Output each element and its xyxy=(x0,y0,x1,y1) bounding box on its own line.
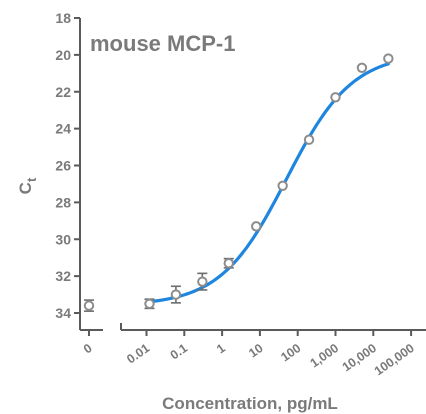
y-tick-label: 26 xyxy=(55,158,71,174)
data-marker xyxy=(170,289,182,300)
x-tick-label: 0.01 xyxy=(124,341,152,366)
x-tick-label: 1 xyxy=(214,341,228,356)
fit-curve-group xyxy=(147,62,390,304)
y-tick-label: 32 xyxy=(55,268,71,284)
x-tick-label: 0 xyxy=(81,341,95,356)
data-marker xyxy=(251,221,262,232)
data-point xyxy=(83,299,95,312)
data-marker xyxy=(83,300,95,311)
x-tick-label: 100 xyxy=(278,341,303,364)
y-axis-title: Ct xyxy=(16,177,39,194)
data-marker xyxy=(277,180,288,191)
y-tick-label: 30 xyxy=(55,231,71,247)
x-tick-label: 0.1 xyxy=(168,341,190,362)
data-point xyxy=(383,53,394,64)
data-marker xyxy=(223,258,234,269)
data-point xyxy=(144,298,155,310)
chart-title: mouse MCP-1 xyxy=(90,31,235,56)
data-point xyxy=(303,134,315,145)
data-point xyxy=(197,272,208,291)
fit-curve xyxy=(147,62,390,304)
data-point xyxy=(170,285,182,304)
x-tick-label: 1,000 xyxy=(308,341,342,370)
data-marker xyxy=(144,298,155,309)
data-point xyxy=(330,92,341,103)
data-marker xyxy=(330,92,341,103)
y-tick-label: 28 xyxy=(55,194,71,210)
data-marker xyxy=(197,276,208,287)
data-point xyxy=(277,180,288,191)
data-point xyxy=(251,221,262,232)
data-marker xyxy=(356,62,368,73)
data-point xyxy=(223,257,234,269)
data-marker xyxy=(383,53,394,64)
y-tick-label: 22 xyxy=(55,84,71,100)
y-tick-label: 18 xyxy=(55,10,71,26)
data-point xyxy=(356,62,368,73)
y-tick-label: 34 xyxy=(55,305,71,321)
y-axis-title-subscript: t xyxy=(24,177,39,182)
y-tick-label: 24 xyxy=(55,121,71,137)
x-axis-title: Concentration, pg/mL xyxy=(162,394,338,413)
y-axis-title-main: C xyxy=(16,182,35,194)
y-tick-label: 20 xyxy=(55,47,71,63)
x-tick-label: 100,000 xyxy=(372,341,417,378)
data-marker xyxy=(303,134,315,145)
data-points xyxy=(83,53,394,312)
x-tick-label: 10 xyxy=(246,341,265,360)
labels: mouse MCP-1 Concentration, pg/mL Ct xyxy=(16,31,338,413)
